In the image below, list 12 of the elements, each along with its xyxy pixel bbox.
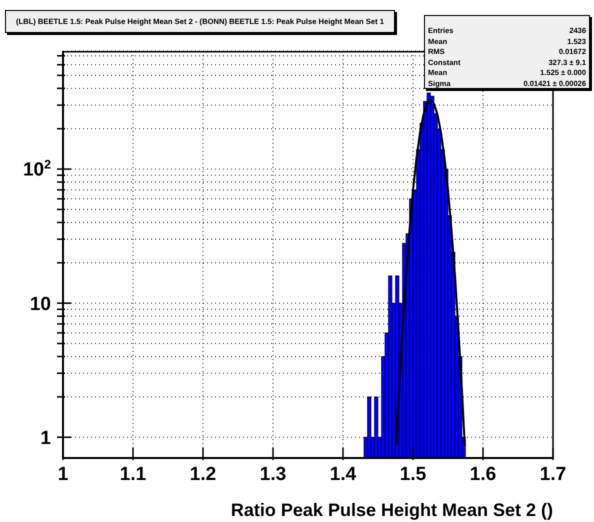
x-tick-label: 1.5 — [400, 464, 427, 485]
x-tick-label: 1.6 — [470, 464, 496, 485]
x-axis-title: Ratio Peak Pulse Height Mean Set 2 () — [230, 500, 553, 520]
y-tick-label: 1 — [40, 428, 52, 449]
x-tick-label: 1.3 — [260, 464, 286, 485]
x-tick-label: 1.4 — [330, 464, 357, 485]
x-tick-label: 1.2 — [190, 464, 216, 485]
y-tick-label: 10 — [30, 294, 51, 315]
y-tick-label: 10$^{2}$ — [22, 158, 52, 181]
x-tick-label: 1.7 — [540, 464, 566, 485]
x-tick-label: 1.1 — [120, 464, 147, 485]
x-tick-label: 1 — [58, 464, 69, 485]
